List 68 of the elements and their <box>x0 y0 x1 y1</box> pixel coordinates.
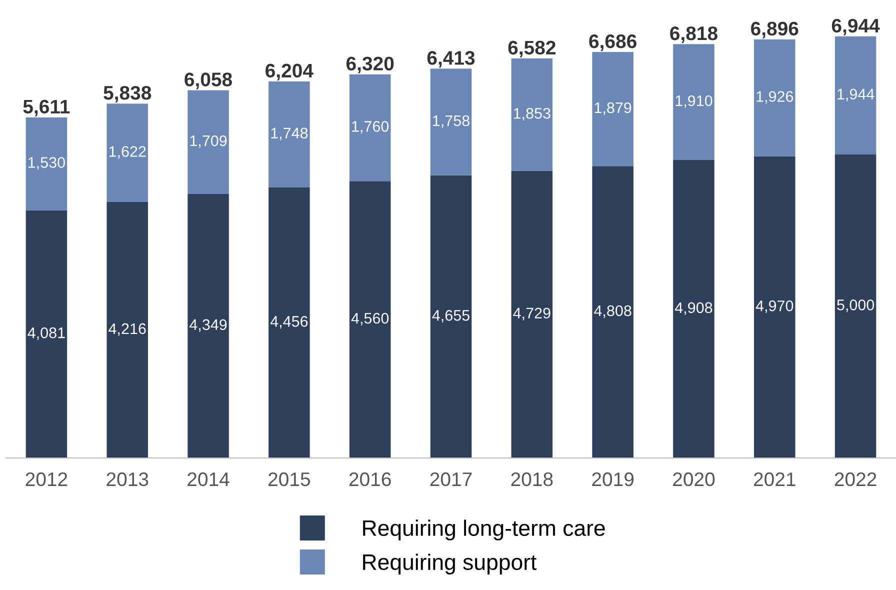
bar <box>188 90 229 194</box>
bar <box>349 181 391 458</box>
data-label: 4,216 <box>108 323 146 336</box>
bar <box>268 187 310 458</box>
total-label: 6,818 <box>670 26 718 44</box>
bar <box>430 175 472 458</box>
data-label: 4,456 <box>270 316 308 329</box>
data-label: 4,655 <box>432 310 470 323</box>
data-label: 5,000 <box>837 300 874 312</box>
data-label: 1,910 <box>676 95 712 108</box>
bar <box>511 58 553 171</box>
x-tick-label: 2013 <box>106 472 148 486</box>
data-label: 4,081 <box>28 327 65 340</box>
bar <box>834 36 876 154</box>
bar <box>754 156 796 458</box>
x-tick-label: 2015 <box>268 472 310 486</box>
data-label: 1,748 <box>271 128 308 140</box>
bar <box>188 194 229 458</box>
x-tick-label: 2012 <box>26 472 68 486</box>
data-label: 4,808 <box>594 305 632 318</box>
bar <box>106 104 148 202</box>
bar <box>511 170 553 458</box>
bar <box>26 210 68 458</box>
data-label: 1,758 <box>433 115 470 128</box>
data-label: 1,853 <box>514 108 550 121</box>
data-label: 4,970 <box>756 300 794 314</box>
x-tick-label: 2017 <box>430 472 472 486</box>
x-tick-label: 2018 <box>511 472 553 486</box>
total-label: 6,204 <box>266 64 314 80</box>
total-label: 6,896 <box>751 22 798 38</box>
bar <box>106 202 148 458</box>
bar <box>754 39 796 156</box>
x-tick-label: 2014 <box>188 472 230 486</box>
data-label: 1,944 <box>838 88 874 102</box>
bar <box>592 52 634 166</box>
x-tick-label: 2019 <box>592 472 634 486</box>
legend-label: Requiring support <box>363 554 537 574</box>
legend-label: Requiring long-term care <box>363 520 605 540</box>
data-label: 1,760 <box>352 121 389 134</box>
data-label: 1,530 <box>28 157 65 170</box>
bar <box>268 81 310 188</box>
data-label: 1,879 <box>594 102 632 115</box>
x-tick-label: 2020 <box>673 472 715 486</box>
bar <box>673 160 714 458</box>
total-label: 5,838 <box>104 86 152 103</box>
bar <box>26 117 68 210</box>
total-label: 6,058 <box>184 72 232 90</box>
bar <box>673 44 714 160</box>
total-label: 6,582 <box>508 40 556 58</box>
x-tick-label: 2022 <box>834 472 876 486</box>
data-label: 4,349 <box>190 319 227 332</box>
data-label: 1,709 <box>190 135 227 148</box>
data-label: 4,729 <box>513 308 550 320</box>
x-tick-label: 2021 <box>754 472 796 486</box>
bar <box>592 166 634 458</box>
bar <box>430 68 472 176</box>
bar <box>349 74 391 182</box>
total-label: 6,944 <box>832 18 880 36</box>
data-label: 1,622 <box>109 146 146 159</box>
total-label: 6,320 <box>346 56 394 74</box>
data-label: 1,926 <box>756 91 794 104</box>
total-label: 5,611 <box>23 100 70 116</box>
bar <box>834 154 876 458</box>
total-label: 6,413 <box>427 51 475 68</box>
total-label: 6,686 <box>589 34 636 52</box>
data-label: 4,560 <box>351 312 389 326</box>
data-label: 4,908 <box>674 302 712 315</box>
x-tick-label: 2016 <box>349 472 391 486</box>
